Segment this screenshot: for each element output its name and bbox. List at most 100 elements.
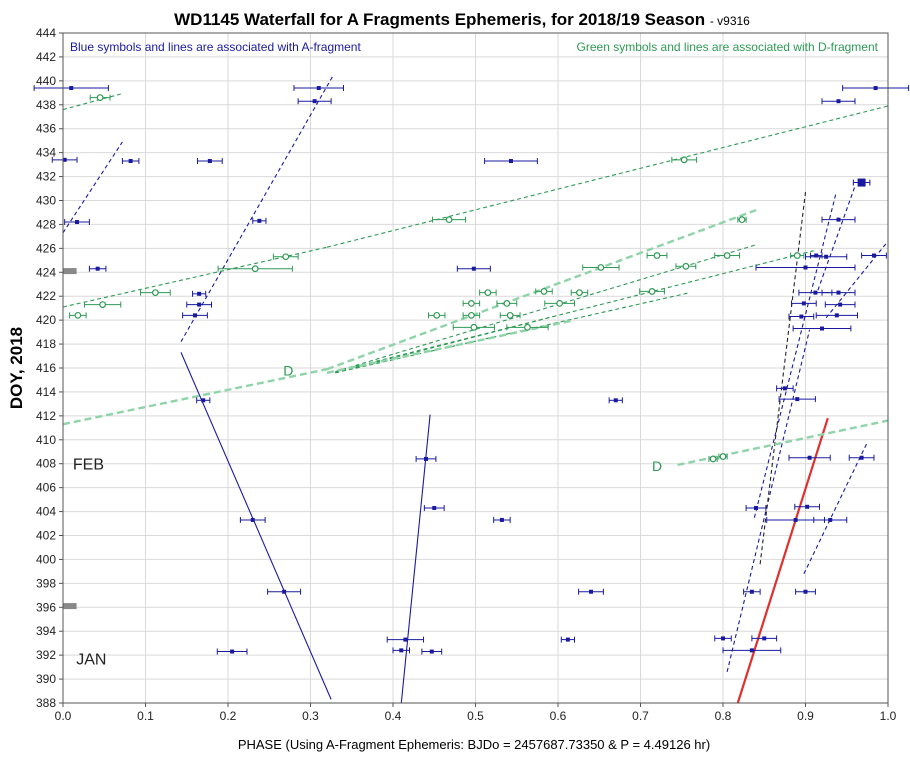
d-fragment-point [151, 289, 159, 297]
trend-lines [62, 75, 889, 704]
grid-lines [62, 32, 889, 704]
d-fragment-point [445, 216, 453, 224]
d-fragment-point [680, 156, 688, 164]
y-tick-label: 438 [36, 98, 56, 112]
x-tick-label: 0.7 [632, 709, 649, 723]
x-tick-label: 1.0 [880, 709, 897, 723]
annotations: FEB JAN D D [62, 268, 662, 669]
a-fragment-point [230, 649, 235, 654]
chart-title-main: WD1145 Waterfall for A Fragments Ephemer… [174, 10, 705, 29]
a-fragment-point [782, 386, 787, 391]
a-fragment-point [589, 589, 593, 594]
a-fragment-point [803, 265, 808, 270]
a-fragment-point [499, 517, 504, 522]
a-fragment-point [754, 505, 758, 510]
d-fragment-point [433, 311, 441, 319]
a-fragment-point [201, 398, 206, 403]
dashed-trend-line [180, 75, 334, 342]
d-fragment-point [576, 289, 583, 297]
a-fragment-point [197, 291, 202, 296]
a-fragment-point [508, 159, 513, 164]
x-tick-label: 0.5 [467, 709, 484, 723]
y-tick-label: 390 [36, 672, 56, 686]
d-fragment-point [793, 252, 801, 259]
x-tick-label: 0.9 [797, 709, 814, 723]
a-fragment-point [95, 266, 100, 271]
a-fragment-point [828, 517, 833, 522]
y-tick-label: 414 [36, 385, 56, 399]
a-fragment-point [803, 589, 808, 594]
d-fragment-point [96, 94, 104, 102]
y-tick-label: 422 [36, 289, 56, 303]
y-tick-label: 400 [36, 552, 56, 566]
a-fragment-point [795, 397, 800, 402]
y-tick-label: 410 [36, 433, 56, 447]
season-marker [62, 268, 77, 275]
a-fragment-point [762, 636, 767, 641]
d-fragment-point [653, 252, 661, 259]
a-fragment-point [801, 301, 806, 306]
d-fragment-point [467, 299, 475, 307]
a-fragment-point [836, 99, 841, 104]
dashed-trend-line [326, 105, 889, 248]
blue-legend-note: Blue symbols and lines are associated wi… [70, 40, 361, 54]
a-fragment-point [399, 648, 404, 653]
a-fragment-point [799, 314, 804, 319]
a-fragment-point [824, 254, 829, 259]
a-fragment-point [721, 636, 725, 641]
y-axis-ticks: 388 390 392 394 396 398 400 402 404 406 408 410 412 4… [36, 26, 63, 710]
y-tick-label: 424 [36, 265, 56, 279]
a-fragment-point [565, 637, 570, 642]
d-fragment-point [709, 455, 717, 463]
y-tick-label: 436 [36, 122, 56, 136]
dashed-trend-line [62, 368, 328, 426]
y-tick-label: 402 [36, 529, 56, 543]
dashed-trend-line [326, 318, 575, 374]
a-fragment-point [62, 157, 67, 162]
a-fragment-point [859, 455, 864, 460]
y-tick-label: 404 [36, 505, 56, 519]
a-fragment-point [814, 253, 819, 258]
y-tick-label: 440 [36, 74, 56, 88]
y-tick-label: 392 [36, 648, 56, 662]
x-axis-label: PHASE (Using A-Fragment Ephemeris: BJDo … [238, 737, 710, 752]
fragment-label: D [652, 458, 662, 474]
d-fragment-point [556, 299, 564, 307]
a-fragment-point [836, 290, 841, 295]
a-fragment-point [793, 517, 798, 522]
dashed-trend-line [335, 250, 814, 373]
a-fragment-point [873, 86, 878, 91]
chart-title: WD1145 Waterfall for A Fragments Ephemer… [174, 10, 750, 29]
y-tick-label: 442 [36, 50, 56, 64]
x-tick-label: 0.0 [55, 709, 72, 723]
a-fragment-point [282, 589, 287, 594]
d-fragment-point [99, 301, 106, 308]
d-fragment-point [74, 311, 82, 319]
d-fragment-point [282, 253, 290, 261]
d-fragment-point [470, 323, 478, 331]
dashed-trend-line [817, 185, 856, 291]
a-fragment-point [316, 86, 321, 91]
a-fragment-point [749, 648, 754, 653]
a-fragment-point [207, 159, 212, 164]
d-fragment-point [648, 288, 656, 295]
d-fragment-point [484, 289, 492, 297]
y-tick-label: 388 [36, 696, 56, 710]
a-fragment-point [312, 99, 317, 104]
a-fragment-point [613, 398, 618, 403]
a-fragment-point [749, 589, 754, 594]
x-axis-ticks: 0.0 0.1 0.2 0.3 0.4 0.5 0.6 0.7 0.8 0.9 1.0 [55, 703, 897, 723]
month-label: FEB [73, 457, 104, 474]
y-tick-label: 444 [36, 26, 56, 40]
y-tick-label: 394 [36, 624, 56, 638]
data-points [33, 85, 910, 655]
a-fragment-point [432, 505, 437, 510]
a-fragment-point [838, 302, 843, 307]
y-tick-label: 420 [36, 313, 56, 327]
a-fragment-point [69, 86, 74, 91]
y-tick-label: 434 [36, 146, 56, 160]
a-fragment-point [813, 290, 818, 295]
a-fragment-point [871, 253, 876, 258]
a-fragment-point [807, 455, 812, 460]
